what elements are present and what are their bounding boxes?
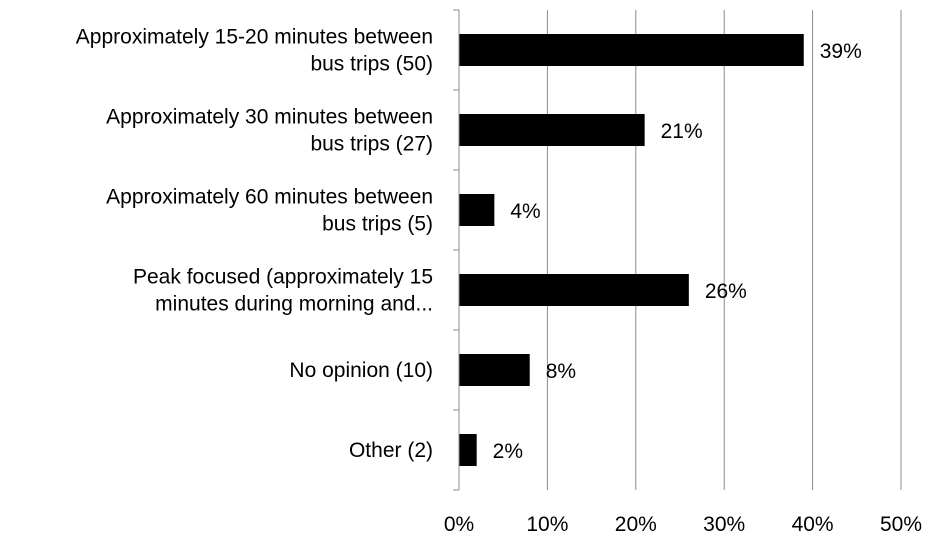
category-label: bus trips (5) <box>322 213 433 236</box>
gridlines <box>546 10 902 490</box>
x-tick-label: 50% <box>880 513 922 536</box>
category-axis <box>453 9 460 491</box>
x-tick-label: 40% <box>792 513 834 536</box>
data-label: 21% <box>661 120 703 143</box>
x-tick-label: 30% <box>703 513 745 536</box>
data-label: 8% <box>546 360 576 383</box>
data-label: 39% <box>820 40 862 63</box>
x-tick-label: 20% <box>615 513 657 536</box>
data-label: 4% <box>510 200 540 223</box>
bar <box>459 194 495 226</box>
x-tick-label: 0% <box>444 513 474 536</box>
bars <box>459 34 804 466</box>
category-label: Approximately 15-20 minutes between <box>76 26 433 49</box>
data-labels: 39% 21% 4% 26% 8% 2% <box>493 40 862 463</box>
bar <box>459 354 530 386</box>
category-labels: Approximately 15-20 minutes between bus t… <box>76 26 433 463</box>
category-label: Peak focused (approximately 15 <box>133 266 433 289</box>
bar <box>459 434 477 466</box>
bar <box>459 34 804 66</box>
data-label: 26% <box>705 280 747 303</box>
data-label: 2% <box>493 440 523 463</box>
category-label: No opinion (10) <box>289 359 433 382</box>
bar <box>459 274 689 306</box>
category-label: bus trips (27) <box>310 133 433 156</box>
bar <box>459 114 645 146</box>
category-label: bus trips (50) <box>310 53 433 76</box>
category-label: Approximately 30 minutes between <box>106 106 433 129</box>
category-label: Other (2) <box>349 439 433 462</box>
x-tick-label: 10% <box>526 513 568 536</box>
category-label: Approximately 60 minutes between <box>106 186 433 209</box>
category-label: minutes during morning and... <box>155 293 433 316</box>
x-tick-labels: 0% 10% 20% 30% 40% 50% <box>444 513 922 536</box>
